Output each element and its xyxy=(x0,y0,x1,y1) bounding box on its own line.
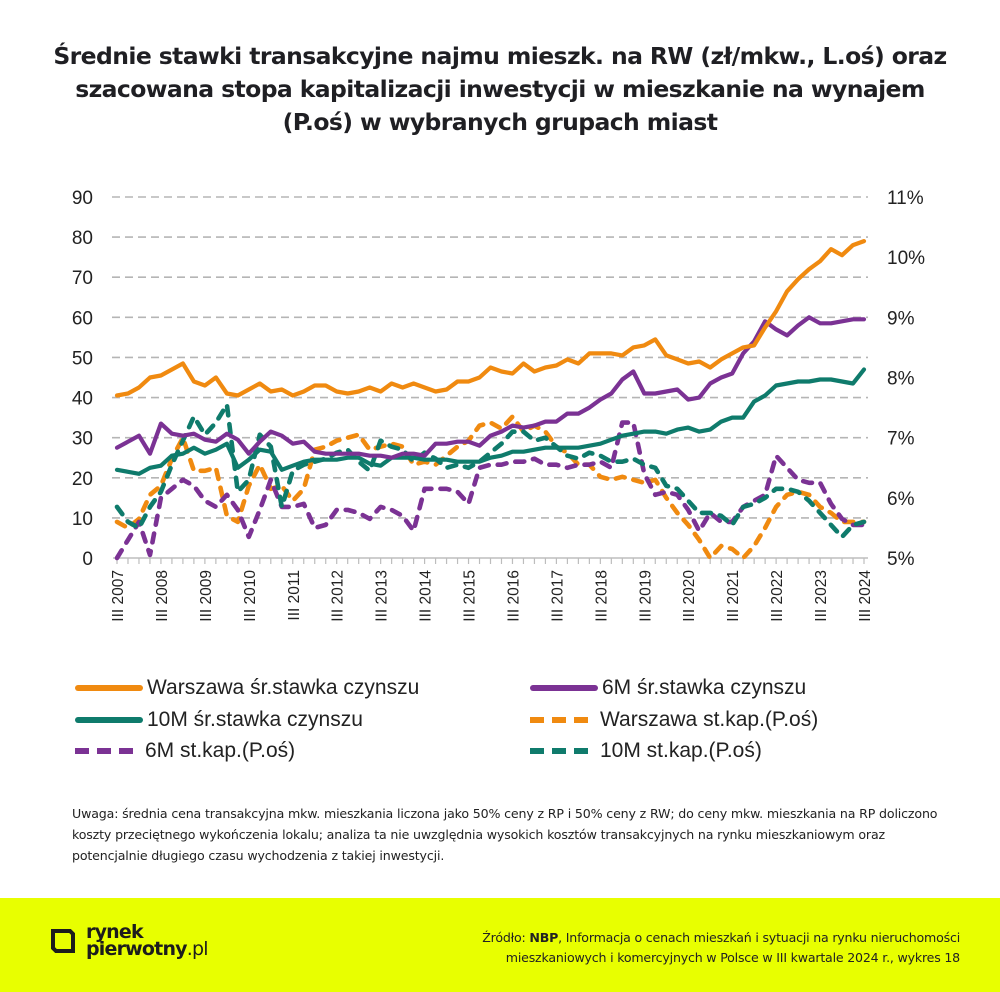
y-tick-label: 80 xyxy=(72,228,93,249)
source-citation: Źródło: NBP, Informacja o cenach mieszka… xyxy=(482,928,960,968)
x-tick-label: III 2023 xyxy=(813,570,830,622)
legend-label: 10M st.kap.(P.oś) xyxy=(600,739,762,762)
source-line-1: , Informacja o cenach mieszkań i sytuacj… xyxy=(558,930,960,945)
legend-item-10m-cap: 10M st.kap.(P.oś) xyxy=(530,737,762,765)
x-tick-label: III 2009 xyxy=(198,570,215,622)
y-tick-label: 20 xyxy=(72,469,93,490)
x-tick-label: III 2022 xyxy=(769,570,786,622)
x-tick-label: III 2016 xyxy=(505,570,522,622)
right-y-axis: 5% 6% 7% 8% 9% 10% 11% xyxy=(887,188,925,570)
legend-item-warszawa-rent: Warszawa śr.stawka czynszu xyxy=(75,674,419,702)
line-chart: 0 10 20 30 40 50 60 70 80 90 5% 6% 7% 8% 9% 10% 11% III… xyxy=(72,188,925,622)
x-tick-label: III 2010 xyxy=(242,570,259,622)
legend-swatch-solid-teal xyxy=(75,717,143,723)
y2-tick-label: 6% xyxy=(887,489,915,510)
source-prefix: Źródło: xyxy=(482,930,530,945)
x-tick-label: III 2020 xyxy=(681,570,698,622)
x-tick-label: III 2011 xyxy=(286,570,303,621)
x-tick-label: III 2012 xyxy=(330,570,347,622)
series-lines xyxy=(114,238,867,561)
y-tick-label: 50 xyxy=(72,348,93,369)
x-tick-label: III 2007 xyxy=(110,570,127,622)
legend-swatch-dashed-purple xyxy=(75,748,133,754)
legend-label: Warszawa st.kap.(P.oś) xyxy=(600,708,819,731)
chart-title: Średnie stawki transakcyjne najmu mieszk… xyxy=(0,40,1000,139)
series-line-warszawa-st-kap-p-o- xyxy=(114,414,867,561)
series-line-6m-r-stawka-czynszu xyxy=(114,315,867,460)
title-line-2: szacowana stopa kapitalizacji inwestycji… xyxy=(75,75,925,103)
legend-item-10m-rent: 10M śr.stawka czynszu xyxy=(75,706,363,734)
logo-suffix: .pl xyxy=(186,938,209,960)
legend-item-6m-cap: 6M st.kap.(P.oś) xyxy=(75,737,295,765)
y-tick-label: 10 xyxy=(72,509,93,530)
logo-line-1: rynek xyxy=(86,921,144,943)
series-line-6m-st-kap-p-o- xyxy=(114,420,867,561)
logo-line-2: pierwotny xyxy=(86,938,188,960)
y2-tick-label: 7% xyxy=(887,429,915,450)
source-line-2: mieszkaniowych i komercyjnych w Polsce w… xyxy=(505,950,960,965)
x-axis: III 2007 III 2008 III 2009 III 2010 III 2011… xyxy=(110,557,874,622)
series-line-10m-r-stawka-czynszu xyxy=(114,367,867,476)
y2-tick-label: 11% xyxy=(887,188,924,209)
y2-tick-label: 9% xyxy=(887,308,915,329)
title-line-1: Średnie stawki transakcyjne najmu mieszk… xyxy=(53,42,947,70)
legend-item-warszawa-cap: Warszawa st.kap.(P.oś) xyxy=(530,706,818,734)
legend-label: 6M st.kap.(P.oś) xyxy=(145,739,296,762)
y-tick-label: 70 xyxy=(72,268,93,289)
x-tick-label: III 2014 xyxy=(418,570,435,622)
title-line-3: (P.oś) w wybranych grupach miast xyxy=(282,108,718,136)
legend-swatch-solid-orange xyxy=(75,685,143,691)
legend-swatch-dashed-teal xyxy=(530,748,588,754)
series-line-10m-st-kap-p-o- xyxy=(114,402,867,540)
source-org: NBP xyxy=(529,930,559,945)
legend-swatch-solid-purple xyxy=(530,685,598,691)
y-tick-label: 40 xyxy=(72,389,93,410)
x-tick-label: III 2019 xyxy=(637,570,654,622)
x-tick-label: III 2008 xyxy=(154,570,171,622)
brand-logo[interactable]: rynek pierwotny.pl xyxy=(50,921,209,960)
logo-wordmark: rynek pierwotny.pl xyxy=(86,921,209,960)
y2-tick-label: 8% xyxy=(887,369,915,390)
legend-label: Warszawa śr.stawka czynszu xyxy=(147,676,420,699)
x-tick-label: III 2021 xyxy=(725,570,742,622)
x-tick-label: III 2024 xyxy=(857,570,874,622)
x-tick-label: III 2017 xyxy=(549,570,566,622)
left-y-axis: 0 10 20 30 40 50 60 70 80 90 xyxy=(72,188,93,570)
series-line-warszawa-r-stawka-czynszu xyxy=(114,238,867,398)
x-tick-label: III 2015 xyxy=(462,570,479,622)
gridlines xyxy=(112,196,868,519)
logo-square-icon xyxy=(51,929,75,953)
legend-item-6m-rent: 6M śr.stawka czynszu xyxy=(530,674,806,702)
y-tick-label: 60 xyxy=(72,308,93,329)
legend-swatch-dashed-orange xyxy=(530,717,588,723)
legend-label: 10M śr.stawka czynszu xyxy=(147,708,363,731)
legend-label: 6M śr.stawka czynszu xyxy=(602,676,807,699)
y2-tick-label: 5% xyxy=(887,549,915,570)
footer-bar: rynek pierwotny.pl Źródło: NBP, Informac… xyxy=(0,898,1000,992)
y-tick-label: 0 xyxy=(82,549,93,570)
x-tick-label: III 2013 xyxy=(374,570,391,622)
y-tick-label: 30 xyxy=(72,429,93,450)
y-tick-label: 90 xyxy=(72,188,93,209)
x-tick-label: III 2018 xyxy=(593,570,610,622)
footnote: Uwaga: średnia cena transakcyjna mkw. mi… xyxy=(72,806,938,863)
y2-tick-label: 10% xyxy=(887,248,925,269)
